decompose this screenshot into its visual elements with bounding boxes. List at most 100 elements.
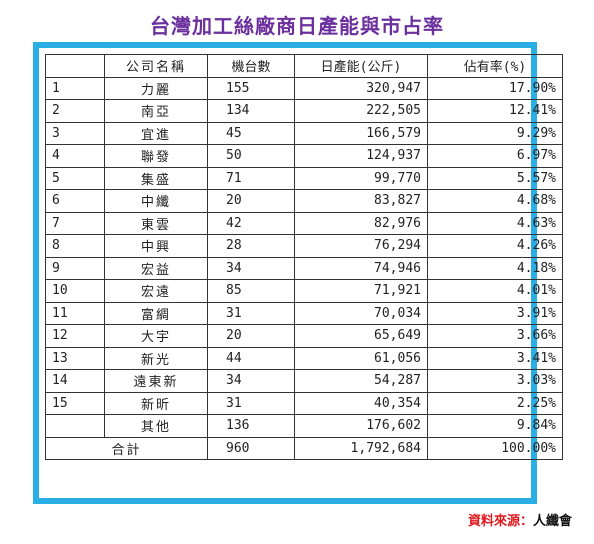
cell-index: 12 (45, 324, 105, 348)
total-capacity: 1,792,684 (294, 436, 428, 460)
cell-index: 10 (45, 279, 105, 303)
header-share: 佔有率(%) (427, 54, 563, 78)
cell-share: 12.41% (427, 99, 563, 123)
cell-index: 3 (45, 121, 105, 145)
table-frame: 公司名稱 機台數 日產能(公斤) 佔有率(%) 1 力麗 155 320,947 17.… (33, 42, 563, 504)
cell-machines: 71 (207, 166, 295, 190)
table-header-row: 公司名稱 機台數 日產能(公斤) 佔有率(%) (45, 54, 563, 78)
cell-machines: 20 (207, 324, 295, 348)
cell-capacity: 74,946 (294, 256, 428, 280)
cell-machines: 44 (207, 346, 295, 370)
cell-machines: 31 (207, 391, 295, 415)
cell-capacity: 54,287 (294, 369, 428, 393)
cell-company: 集盛 (104, 166, 208, 190)
table-row: 3 宜進 45 166,579 9.29% (45, 121, 563, 145)
cell-machines: 28 (207, 234, 295, 258)
cell-company: 遠東新 (104, 369, 208, 393)
cell-share: 17.90% (427, 76, 563, 100)
table-row: 7 東雲 42 82,976 4.63% (45, 211, 563, 235)
total-row: 合計 960 1,792,684 100.00% (45, 436, 563, 460)
table-row: 10 宏遠 85 71,921 4.01% (45, 279, 563, 303)
cell-company: 東雲 (104, 211, 208, 235)
cell-capacity: 76,294 (294, 234, 428, 258)
cell-index: 8 (45, 234, 105, 258)
cell-share: 4.63% (427, 211, 563, 235)
cell-company: 大宇 (104, 324, 208, 348)
cell-index: 14 (45, 369, 105, 393)
cell-index: 15 (45, 391, 105, 415)
cell-company: 富綢 (104, 301, 208, 325)
table-row: 5 集盛 71 99,770 5.57% (45, 166, 563, 190)
cell-company: 南亞 (104, 99, 208, 123)
cell-company: 力麗 (104, 76, 208, 100)
cell-index: 7 (45, 211, 105, 235)
table-row: 12 大宇 20 65,649 3.66% (45, 324, 563, 348)
cell-company: 宜進 (104, 121, 208, 145)
table-row: 13 新光 44 61,056 3.41% (45, 346, 563, 370)
cell-capacity: 70,034 (294, 301, 428, 325)
cell-share: 4.68% (427, 189, 563, 213)
cell-index: 11 (45, 301, 105, 325)
cell-capacity: 176,602 (294, 414, 428, 438)
cell-machines: 155 (207, 76, 295, 100)
cell-capacity: 83,827 (294, 189, 428, 213)
cell-share: 4.18% (427, 256, 563, 280)
cell-index (45, 414, 105, 438)
cell-index: 1 (45, 76, 105, 100)
table-row: 其他 136 176,602 9.84% (45, 414, 563, 438)
source-label: 資料來源： (467, 514, 533, 529)
table-row: 15 新昕 31 40,354 2.25% (45, 391, 563, 415)
table-row: 2 南亞 134 222,505 12.41% (45, 99, 563, 123)
table-row: 14 遠東新 34 54,287 3.03% (45, 369, 563, 393)
cell-company: 新光 (104, 346, 208, 370)
cell-share: 3.91% (427, 301, 563, 325)
cell-capacity: 65,649 (294, 324, 428, 348)
table-row: 1 力麗 155 320,947 17.90% (45, 76, 563, 100)
cell-share: 2.25% (427, 391, 563, 415)
cell-share: 9.84% (427, 414, 563, 438)
cell-index: 13 (45, 346, 105, 370)
source-name: 人纖會 (532, 514, 572, 529)
total-share: 100.00% (427, 436, 563, 460)
header-capacity: 日產能(公斤) (294, 54, 428, 78)
cell-machines: 134 (207, 99, 295, 123)
cell-company: 新昕 (104, 391, 208, 415)
cell-share: 4.01% (427, 279, 563, 303)
cell-company: 宏遠 (104, 279, 208, 303)
cell-machines: 34 (207, 256, 295, 280)
cell-machines: 45 (207, 121, 295, 145)
cell-company: 聯發 (104, 144, 208, 168)
cell-share: 9.29% (427, 121, 563, 145)
table-row: 8 中興 28 76,294 4.26% (45, 234, 563, 258)
cell-share: 5.57% (427, 166, 563, 190)
cell-capacity: 320,947 (294, 76, 428, 100)
total-machines: 960 (207, 436, 295, 460)
source-note: 資料來源：人纖會 (468, 510, 572, 529)
header-company: 公司名稱 (104, 54, 208, 78)
header-index (45, 54, 105, 78)
cell-machines: 42 (207, 211, 295, 235)
cell-capacity: 82,976 (294, 211, 428, 235)
cell-company: 其他 (104, 414, 208, 438)
cell-index: 2 (45, 99, 105, 123)
cell-machines: 85 (207, 279, 295, 303)
cell-capacity: 124,937 (294, 144, 428, 168)
cell-machines: 34 (207, 369, 295, 393)
cell-share: 6.97% (427, 144, 563, 168)
cell-machines: 31 (207, 301, 295, 325)
total-label: 合計 (45, 436, 208, 460)
cell-capacity: 40,354 (294, 391, 428, 415)
cell-machines: 50 (207, 144, 295, 168)
cell-index: 9 (45, 256, 105, 280)
capacity-table: 公司名稱 機台數 日產能(公斤) 佔有率(%) 1 力麗 155 320,947 17.… (45, 54, 563, 460)
cell-share: 3.41% (427, 346, 563, 370)
cell-company: 中纖 (104, 189, 208, 213)
table-row: 11 富綢 31 70,034 3.91% (45, 301, 563, 325)
cell-machines: 20 (207, 189, 295, 213)
cell-company: 宏益 (104, 256, 208, 280)
cell-share: 4.26% (427, 234, 563, 258)
cell-index: 5 (45, 166, 105, 190)
table-panel: 公司名稱 機台數 日產能(公斤) 佔有率(%) 1 力麗 155 320,947 17.… (39, 48, 563, 498)
header-machines: 機台數 (207, 54, 295, 78)
cell-index: 4 (45, 144, 105, 168)
